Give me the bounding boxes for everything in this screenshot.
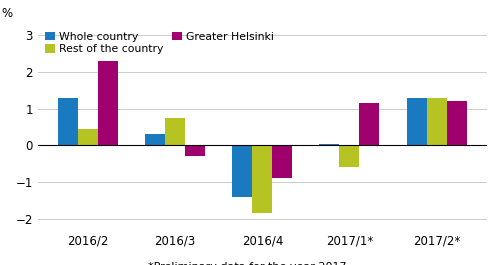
Bar — [339, 145, 360, 167]
Bar — [252, 145, 272, 213]
Bar — [58, 98, 78, 145]
Text: %: % — [1, 7, 13, 20]
Bar — [320, 144, 339, 145]
Bar — [145, 134, 165, 145]
Bar — [98, 61, 118, 145]
Bar — [447, 101, 467, 145]
Text: *Preliminary data for the year 2017: *Preliminary data for the year 2017 — [148, 262, 346, 265]
Bar — [165, 118, 185, 145]
Bar — [78, 129, 98, 145]
Bar — [360, 103, 379, 145]
Legend: Whole country, Rest of the country, Greater Helsinki, : Whole country, Rest of the country, Grea… — [43, 29, 277, 56]
Bar — [185, 145, 205, 156]
Bar — [426, 98, 447, 145]
Bar — [272, 145, 292, 178]
Bar — [232, 145, 252, 197]
Bar — [407, 98, 426, 145]
